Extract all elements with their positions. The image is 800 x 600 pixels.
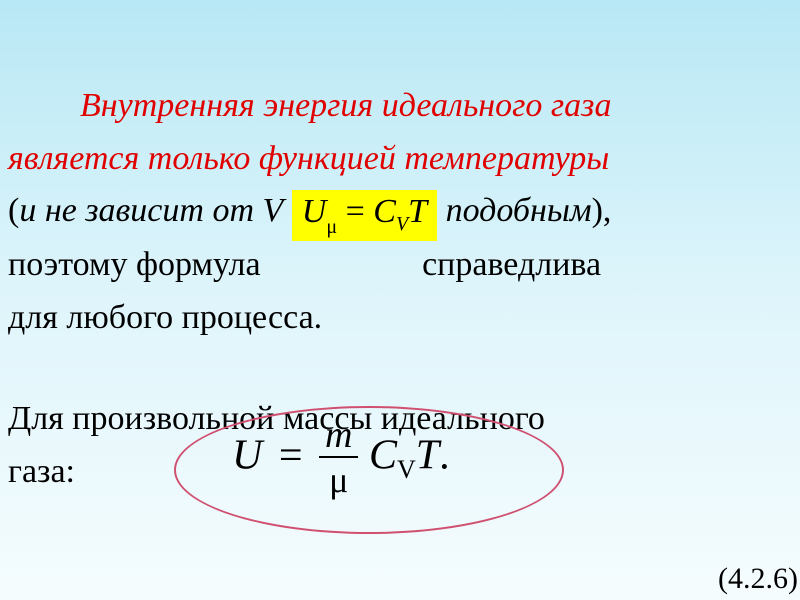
line7: газа: — [8, 453, 75, 490]
f2-U: U — [232, 433, 262, 479]
equation-number: (4.2.6) — [718, 562, 798, 596]
line5: для любого процесса. — [8, 299, 322, 336]
line3-ital: и не зависит от V — [19, 192, 283, 229]
title-line-2a: является только — [8, 140, 259, 177]
f2-T: T — [416, 433, 439, 479]
line4-b: справедлива — [422, 246, 601, 283]
slide-container: Внутренняя энергия идеального газа являе… — [0, 0, 800, 600]
title-line-1: Внутренняя энергия идеального газа — [80, 87, 611, 124]
f2-fraction: m μ — [319, 416, 358, 498]
paragraph-1: Внутренняя энергия идеального газа являе… — [8, 80, 792, 345]
f1-mu: μ — [326, 215, 337, 239]
f1-Vsub: V — [396, 212, 408, 234]
formula-2-wrap: U = m μ CVT. — [174, 406, 564, 534]
f2-dot: . — [439, 433, 450, 479]
f2-C: C — [369, 433, 397, 479]
title-line-2b: функцией температуры — [259, 140, 609, 177]
formula-2: U = m μ CVT. — [232, 418, 450, 500]
f2-den: μ — [319, 456, 358, 498]
paren-close: ), — [592, 192, 612, 229]
line4-a: поэтому формула — [8, 246, 261, 283]
f1-C: C — [373, 193, 396, 230]
f1-T: T — [408, 193, 427, 230]
formula-1-highlight: Uμ = CVT — [292, 190, 437, 242]
f2-num: m — [319, 416, 358, 456]
f2-eq: = — [273, 433, 309, 479]
line3-after: подобным — [446, 192, 592, 229]
f1-eq: = — [346, 193, 365, 230]
paren-open: ( — [8, 192, 19, 229]
f2-Vsub: V — [397, 455, 416, 484]
f1-U: U — [302, 193, 327, 230]
